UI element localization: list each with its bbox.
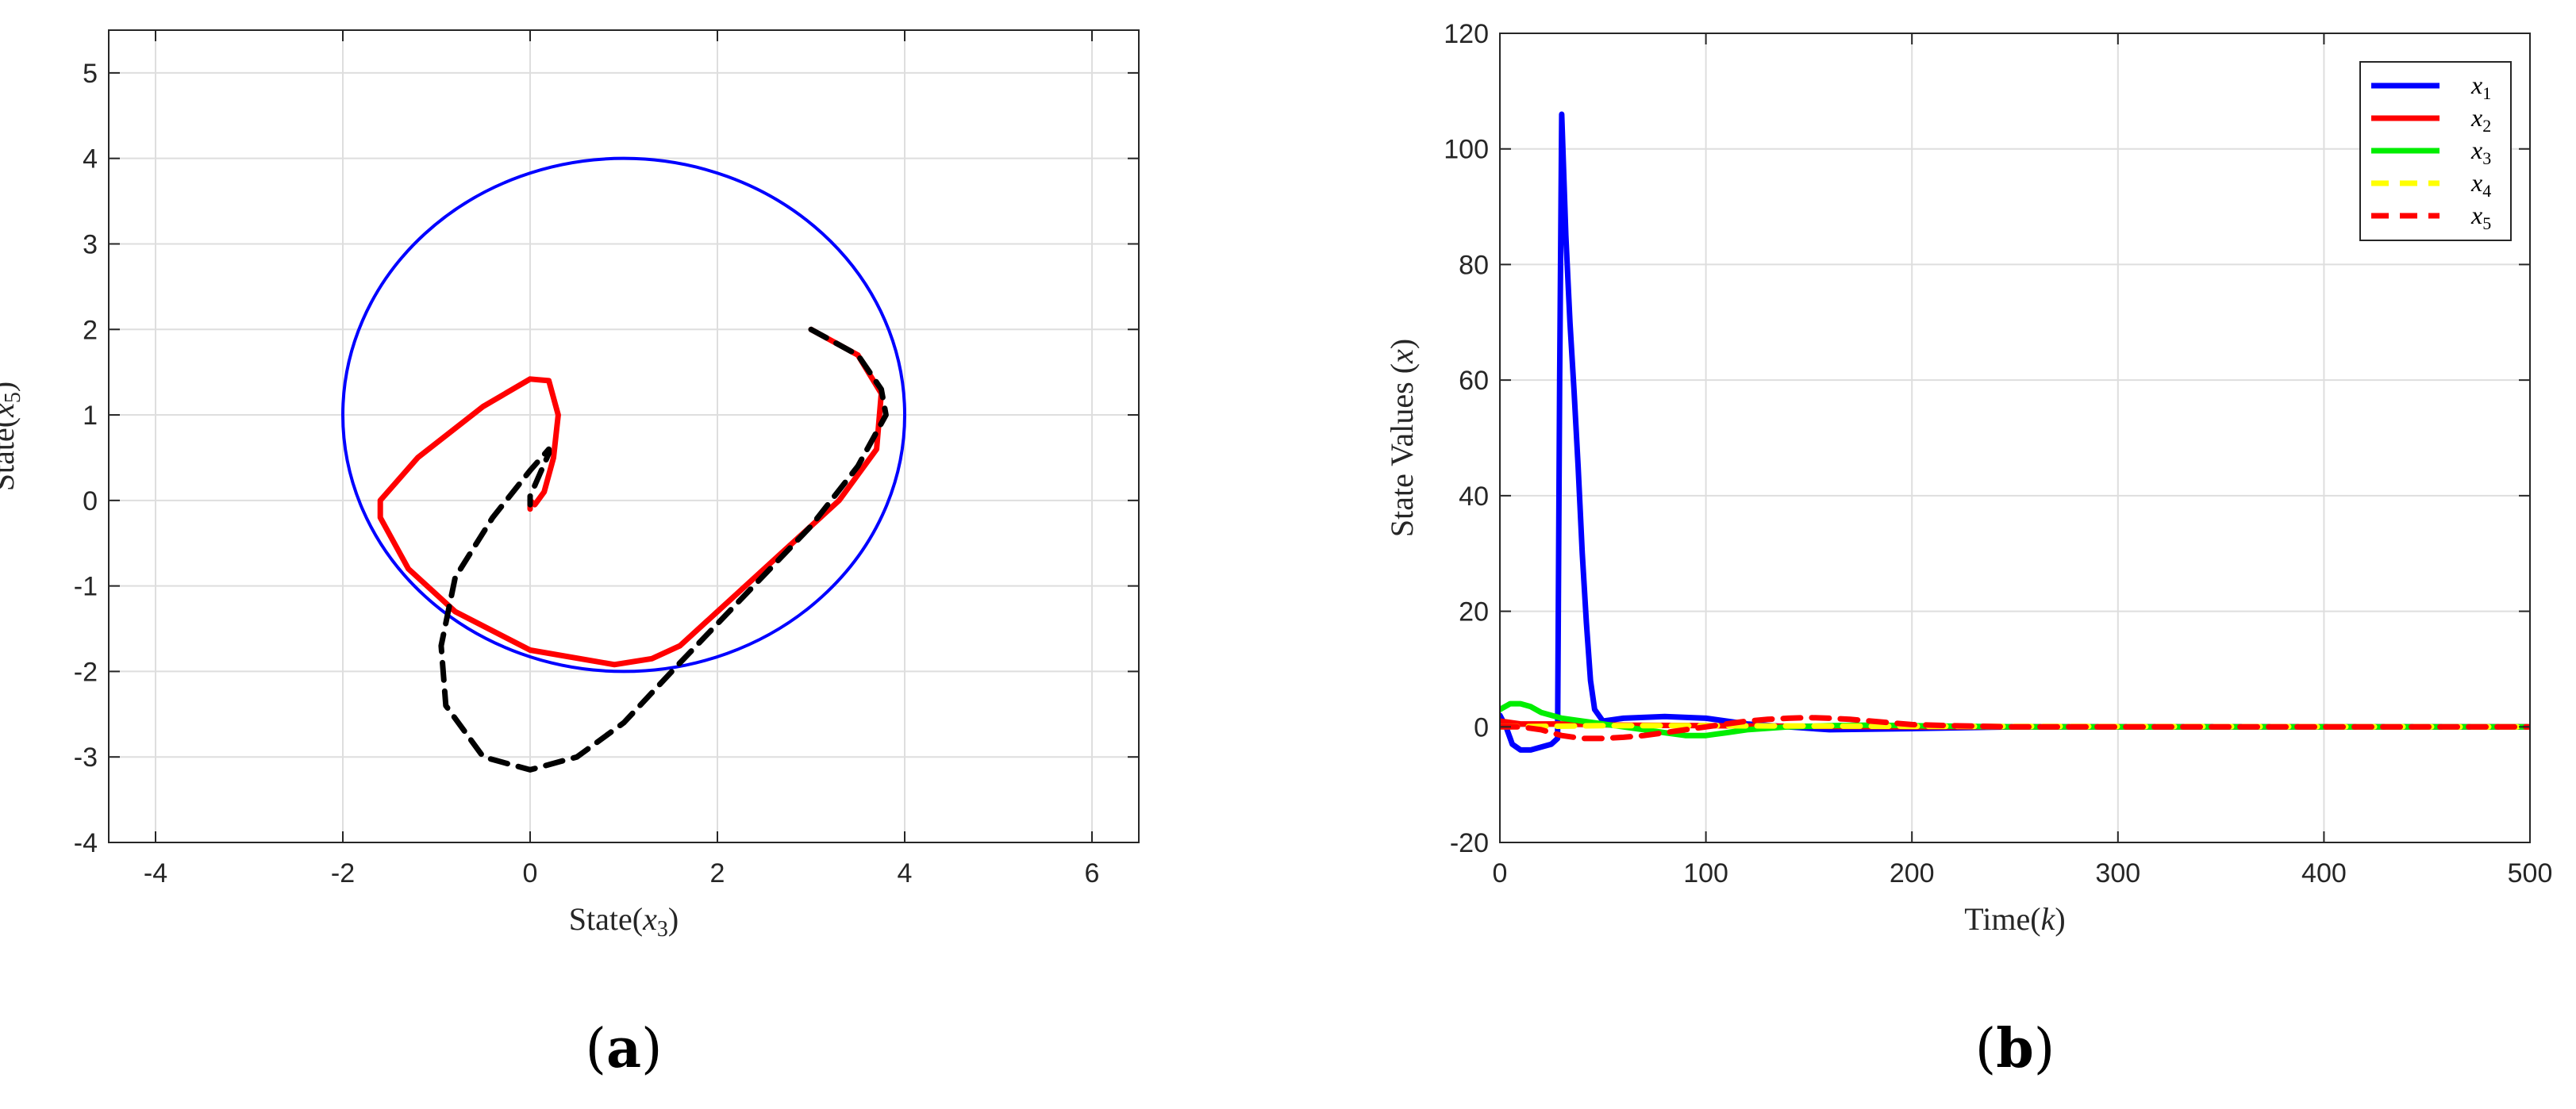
legend-label-x4: x4: [2470, 168, 2491, 201]
legend-label-x3: x3: [2470, 136, 2491, 168]
x-tick-label: 6: [1085, 858, 1100, 888]
y-tick-label: 100: [1444, 135, 1489, 165]
x-tick-label: 200: [1890, 858, 1935, 888]
plot-area: [341, 156, 906, 773]
series-line-trajectory-1: [377, 326, 884, 668]
x-tick-label: 4: [898, 858, 913, 888]
x-tick-label: 300: [2095, 858, 2140, 888]
axes-frame: [108, 29, 1140, 843]
chart-b: 0 100 200 300 400 500-20020406080100120Time(k…: [1384, 19, 2552, 1080]
x-tick-label: 100: [1683, 858, 1728, 888]
y-tick-label: 3: [83, 229, 98, 259]
circle-boundary-line: [341, 156, 906, 673]
y-tick-label: -4: [74, 828, 98, 858]
legend-label-x2: x2: [2470, 103, 2491, 136]
y-tick-label: -1: [74, 572, 98, 602]
x-tick-label: 400: [2301, 858, 2347, 888]
y-axis-label: State Values (x): [1384, 339, 1420, 537]
series-line-x5: [1500, 715, 2530, 742]
x-axis-label: State(x3): [569, 901, 679, 942]
x-tick-label: 0: [1493, 858, 1508, 888]
y-tick-label: 80: [1459, 250, 1489, 280]
series-line-trajectory-2: [438, 326, 889, 773]
y-tick-label: 120: [1444, 19, 1489, 49]
x-tick-label: -4: [144, 858, 167, 888]
x-tick-label: 0: [523, 858, 538, 888]
x-axis-label: Time(k): [1964, 901, 2065, 937]
y-tick-label: 0: [1474, 712, 1489, 743]
legend-label-x5: x5: [2470, 201, 2491, 233]
y-tick-label: -20: [1450, 828, 1489, 858]
y-tick-label: 60: [1459, 366, 1489, 396]
y-axis-label: State(x5): [0, 382, 25, 491]
x-tick-label: -2: [331, 858, 355, 888]
y-tick-label: 4: [83, 144, 98, 175]
y-tick-label: 1: [83, 401, 98, 431]
x-tick-label: 2: [710, 858, 725, 888]
y-tick-label: -2: [74, 657, 98, 687]
y-tick-label: 40: [1459, 482, 1489, 512]
plot-area: [1500, 111, 2530, 753]
y-tick-label: 5: [83, 59, 98, 89]
legend-label-x1: x1: [2470, 71, 2491, 103]
y-tick-label: -3: [74, 743, 98, 773]
axes-frame: [1499, 33, 2531, 843]
y-tick-label: 0: [83, 486, 98, 516]
panel-label: (a): [585, 1017, 662, 1080]
y-tick-label: 20: [1459, 597, 1489, 627]
x-tick-label: 500: [2508, 858, 2553, 888]
chart-a: -4 -2 0 2 4 6 -4 -3 -2 -1 0 1 2 3 4 5 State(x3) State(x5)…: [0, 29, 1140, 1080]
panel-label: (b): [1975, 1017, 2055, 1080]
y-tick-label: 2: [83, 315, 98, 345]
